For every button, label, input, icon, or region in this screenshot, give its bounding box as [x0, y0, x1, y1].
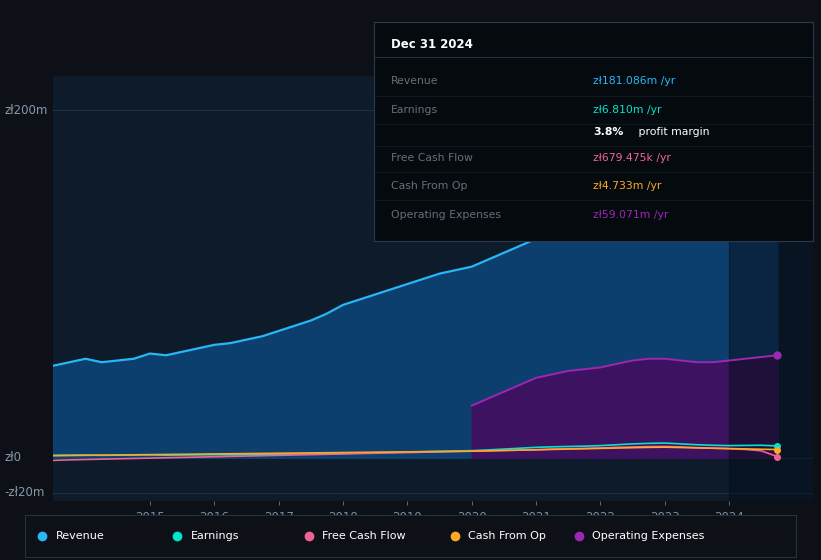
Text: Cash From Op: Cash From Op: [391, 181, 468, 191]
Text: zł181.086m /yr: zł181.086m /yr: [594, 76, 676, 86]
Text: Dec 31 2024: Dec 31 2024: [391, 38, 473, 51]
Text: zł4.733m /yr: zł4.733m /yr: [594, 181, 662, 191]
Text: Revenue: Revenue: [56, 531, 104, 541]
Text: zł0: zł0: [4, 451, 21, 464]
Bar: [729, 76, 821, 501]
Text: Free Cash Flow: Free Cash Flow: [322, 531, 406, 541]
Text: zł200m: zł200m: [4, 104, 48, 117]
Text: zł679.475k /yr: zł679.475k /yr: [594, 153, 671, 163]
Text: Revenue: Revenue: [391, 76, 438, 86]
Text: Operating Expenses: Operating Expenses: [592, 531, 704, 541]
Text: -zł20m: -zł20m: [4, 486, 44, 499]
Text: profit margin: profit margin: [635, 127, 709, 137]
Text: zł59.071m /yr: zł59.071m /yr: [594, 209, 668, 220]
Text: Earnings: Earnings: [391, 105, 438, 115]
Text: 3.8%: 3.8%: [594, 127, 623, 137]
Text: zł6.810m /yr: zł6.810m /yr: [594, 105, 662, 115]
Text: Operating Expenses: Operating Expenses: [391, 209, 501, 220]
Text: Cash From Op: Cash From Op: [469, 531, 546, 541]
Text: Earnings: Earnings: [190, 531, 239, 541]
Text: Free Cash Flow: Free Cash Flow: [391, 153, 473, 163]
